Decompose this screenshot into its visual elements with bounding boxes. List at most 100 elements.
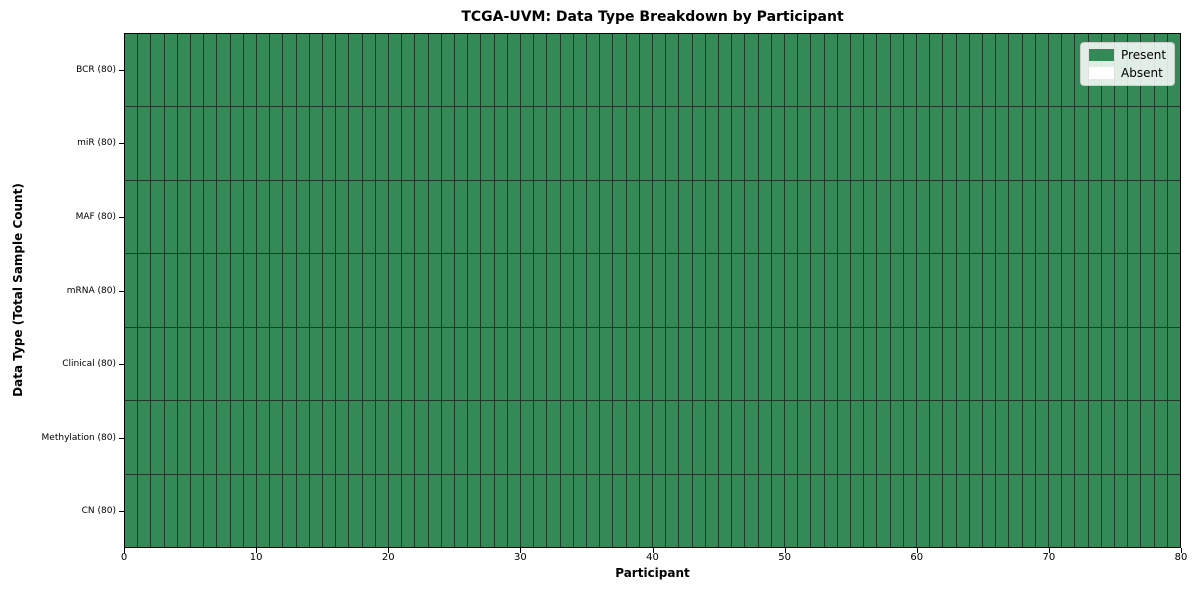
heatmap-cell	[164, 327, 177, 401]
heatmap-cell	[388, 180, 402, 254]
heatmap-cell	[1009, 474, 1022, 547]
heatmap-cell	[151, 327, 164, 401]
heatmap-cell	[428, 107, 441, 180]
heatmap-cell	[613, 107, 626, 180]
heatmap-cell	[956, 474, 969, 547]
heatmap-cell	[1167, 474, 1180, 547]
heatmap-cell	[125, 327, 138, 401]
heatmap-cell	[798, 327, 811, 401]
heatmap-cell	[547, 107, 560, 180]
heatmap-cell	[996, 327, 1009, 401]
heatmap-cell	[468, 180, 481, 254]
heatmap-cell	[692, 180, 705, 254]
heatmap-cell	[864, 107, 877, 180]
heatmap-cell	[956, 180, 969, 254]
heatmap-cell	[1167, 107, 1180, 180]
heatmap-cell	[837, 34, 850, 107]
heatmap-cell	[468, 401, 481, 474]
y-tick-mark	[119, 364, 124, 366]
heatmap-cell	[362, 327, 375, 401]
heatmap-cell	[375, 254, 388, 327]
heatmap-cell	[573, 254, 586, 327]
heatmap-cell	[916, 401, 930, 474]
heatmap-cell	[270, 254, 283, 327]
heatmap-cell	[666, 107, 679, 180]
heatmap-cell	[362, 474, 375, 547]
heatmap-cell	[666, 401, 679, 474]
heatmap-cell	[520, 180, 534, 254]
heatmap-cell	[481, 254, 494, 327]
heatmap-cell	[349, 401, 362, 474]
heatmap-cell	[732, 180, 745, 254]
heatmap-cell	[837, 401, 850, 474]
heatmap-cell	[573, 474, 586, 547]
heatmap-cell	[256, 401, 270, 474]
heatmap-cell	[270, 34, 283, 107]
heatmap-cell	[600, 180, 613, 254]
heatmap-cell	[692, 327, 705, 401]
heatmap-cell	[732, 254, 745, 327]
heatmap-cell	[639, 254, 652, 327]
heatmap-cell	[798, 107, 811, 180]
heatmap-cell	[415, 401, 428, 474]
heatmap-cell	[573, 327, 586, 401]
heatmap-cell	[969, 34, 982, 107]
y-tick-label: Methylation (80)	[41, 432, 116, 443]
heatmap-cell	[784, 34, 798, 107]
heatmap-cell	[1075, 327, 1088, 401]
heatmap-cell	[322, 34, 336, 107]
heatmap-cell	[626, 474, 639, 547]
heatmap-cell	[784, 401, 798, 474]
heatmap-cell	[798, 254, 811, 327]
heatmap-cell	[1154, 254, 1167, 327]
heatmap-cell	[428, 401, 441, 474]
heatmap-cell	[322, 401, 336, 474]
heatmap-cell	[441, 34, 454, 107]
heatmap-cell	[362, 107, 375, 180]
heatmap-cell	[1048, 107, 1062, 180]
heatmap-cell	[1114, 474, 1128, 547]
heatmap-cell	[679, 401, 692, 474]
heatmap-cell	[547, 474, 560, 547]
x-tick-mark	[520, 548, 522, 553]
heatmap-cell	[903, 107, 916, 180]
heatmap-cell	[494, 474, 507, 547]
heatmap-cell	[336, 34, 349, 107]
heatmap-cell	[652, 254, 666, 327]
heatmap-cell	[283, 327, 296, 401]
heatmap-cell	[1035, 474, 1048, 547]
x-tick-mark	[124, 548, 125, 553]
x-tick-mark	[784, 548, 786, 553]
heatmap-cell	[454, 34, 468, 107]
heatmap-cell	[864, 180, 877, 254]
heatmap-cell	[322, 180, 336, 254]
heatmap-cell	[613, 401, 626, 474]
heatmap-cell	[494, 34, 507, 107]
legend-item-absent: Absent	[1089, 66, 1166, 80]
heatmap-cell	[560, 34, 573, 107]
heatmap-cell	[811, 180, 824, 254]
heatmap-cell	[441, 401, 454, 474]
heatmap-cell	[296, 401, 309, 474]
heatmap-cell	[507, 327, 520, 401]
heatmap-cell	[811, 107, 824, 180]
heatmap-cell	[1009, 180, 1022, 254]
heatmap-cell	[322, 254, 336, 327]
heatmap-cell	[784, 254, 798, 327]
heatmap-cell	[1062, 180, 1075, 254]
heatmap-cell	[283, 107, 296, 180]
heatmap-cell	[837, 254, 850, 327]
x-axis-label: Participant	[615, 566, 690, 580]
heatmap-cell	[798, 474, 811, 547]
heatmap-cell	[1088, 401, 1101, 474]
heatmap-cell	[415, 107, 428, 180]
heatmap-cell	[903, 34, 916, 107]
heatmap-cell	[243, 34, 256, 107]
heatmap-cell	[745, 327, 758, 401]
heatmap-cell	[1075, 254, 1088, 327]
heatmap-cell	[256, 107, 270, 180]
heatmap-cell	[375, 34, 388, 107]
heatmap-cell	[652, 474, 666, 547]
heatmap-cell	[666, 474, 679, 547]
heatmap-cell	[283, 474, 296, 547]
